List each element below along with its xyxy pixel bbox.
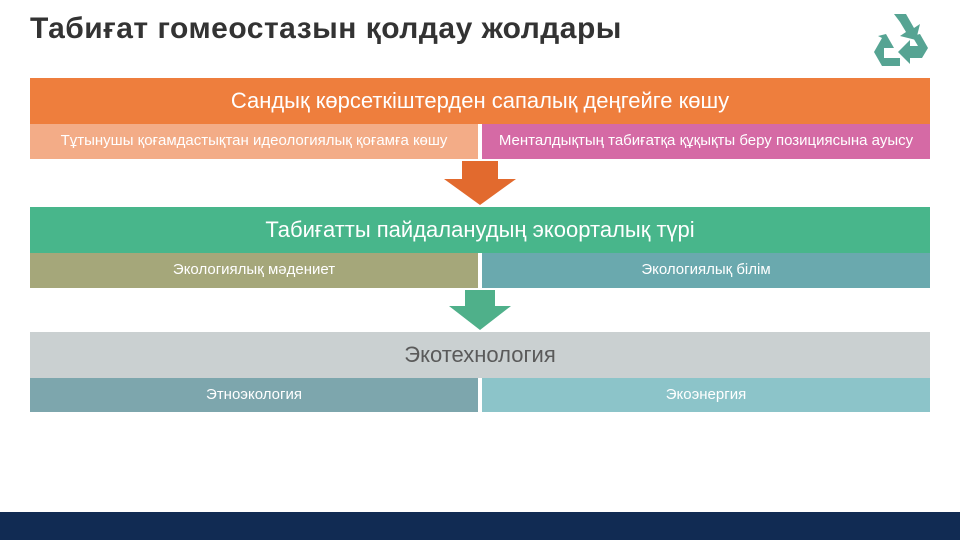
block-1-header: Сандық көрсеткіштерден сапалық деңгейге … bbox=[30, 78, 930, 124]
arrow-1 bbox=[30, 161, 930, 205]
block-3-subs: Этноэкология Экоэнергия bbox=[30, 378, 930, 413]
block-3-header: Экотехнология bbox=[30, 332, 930, 378]
content-stack: Сандық көрсеткіштерден сапалық деңгейге … bbox=[30, 78, 930, 412]
footer-strip bbox=[0, 512, 960, 540]
arrow-2 bbox=[30, 290, 930, 330]
slide: Табиғат гомеостазын қолдау жолдары Санды… bbox=[0, 0, 960, 540]
block-2-header: Табиғатты пайдаланудың экоорталық түрі bbox=[30, 207, 930, 253]
block-2-sub-left: Экологиялық мәдениет bbox=[30, 253, 478, 288]
block-1-subs: Тұтынушы қоғамдастықтан идеологиялық қоғ… bbox=[30, 124, 930, 159]
block-2-subs: Экологиялық мәдениет Экологиялық білім bbox=[30, 253, 930, 288]
recycle-icon bbox=[872, 8, 936, 72]
block-1-sub-right: Менталдықтың табиғатқа құқықты беру пози… bbox=[482, 124, 930, 159]
block-3-sub-left: Этноэкология bbox=[30, 378, 478, 413]
block-3: Экотехнология Этноэкология Экоэнергия bbox=[30, 332, 930, 413]
block-2-sub-right: Экологиялық білім bbox=[482, 253, 930, 288]
block-1-sub-left: Тұтынушы қоғамдастықтан идеологиялық қоғ… bbox=[30, 124, 478, 159]
block-2: Табиғатты пайдаланудың экоорталық түрі Э… bbox=[30, 207, 930, 288]
block-3-sub-right: Экоэнергия bbox=[482, 378, 930, 413]
slide-title: Табиғат гомеостазын қолдау жолдары bbox=[30, 12, 622, 46]
block-1: Сандық көрсеткіштерден сапалық деңгейге … bbox=[30, 78, 930, 159]
